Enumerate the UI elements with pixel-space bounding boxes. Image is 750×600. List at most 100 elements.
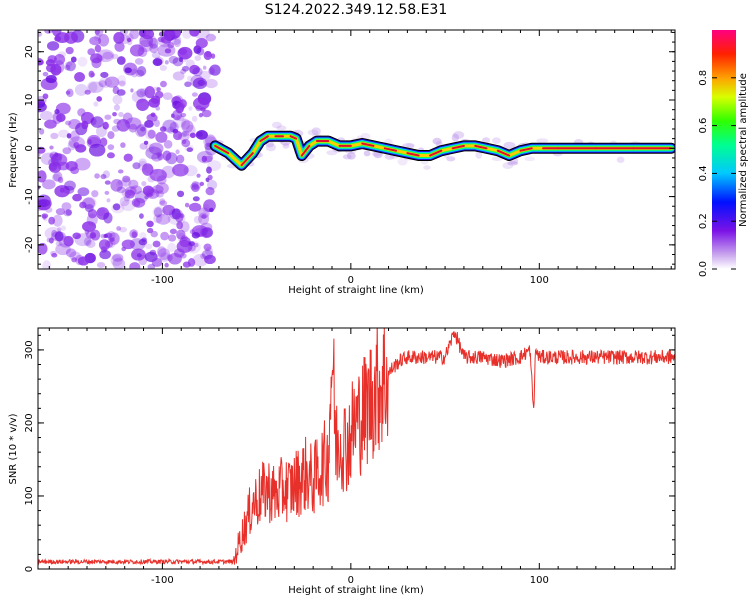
noise-blob bbox=[79, 201, 87, 209]
noise-blob bbox=[193, 242, 199, 248]
noise-blob bbox=[186, 75, 193, 82]
noise-blob bbox=[66, 133, 72, 139]
noise-blob bbox=[99, 137, 108, 147]
noise-blob bbox=[143, 164, 154, 173]
noise-blob bbox=[152, 58, 163, 66]
noise-blob bbox=[112, 253, 124, 262]
halo-blob bbox=[282, 143, 290, 149]
noise-blob bbox=[65, 90, 71, 95]
halo-blob bbox=[271, 121, 282, 129]
noise-blob bbox=[61, 202, 72, 211]
colorbar: 0.0 0.2 0.4 0.6 0.8 Normalized spectral ampl… bbox=[698, 30, 749, 277]
noise-blob bbox=[54, 108, 60, 115]
noise-blob bbox=[70, 166, 79, 175]
noise-blob bbox=[104, 76, 120, 88]
noise-blob bbox=[100, 173, 107, 180]
noise-blob bbox=[116, 226, 122, 231]
noise-blob bbox=[71, 257, 78, 263]
noise-blob bbox=[155, 213, 171, 225]
noise-blob bbox=[156, 151, 162, 157]
noise-blob bbox=[104, 114, 112, 120]
snr-xlabel: Height of straight line (km) bbox=[288, 585, 424, 596]
noise-blob bbox=[180, 118, 191, 130]
noise-blob bbox=[181, 65, 190, 72]
noise-blob bbox=[129, 262, 141, 269]
noise-blob bbox=[65, 61, 76, 72]
spectrogram-ytick-label: 20 bbox=[24, 45, 35, 58]
noise-blob bbox=[55, 241, 63, 247]
noise-blob bbox=[125, 117, 142, 130]
noise-blob bbox=[94, 30, 100, 35]
halo-blob bbox=[360, 132, 371, 140]
snr-line bbox=[38, 328, 675, 566]
noise-blob bbox=[112, 94, 123, 105]
noise-blob bbox=[159, 64, 168, 71]
noise-blob bbox=[128, 123, 138, 133]
spectrogram-ylabel: Frequency (Hz) bbox=[8, 112, 19, 188]
noise-blob bbox=[42, 179, 56, 190]
ridge-segment bbox=[406, 152, 420, 157]
spectrogram-xtick-label: -100 bbox=[151, 275, 174, 286]
noise-blob bbox=[141, 181, 147, 187]
noise-blob bbox=[166, 35, 173, 42]
noise-blob bbox=[63, 209, 72, 217]
noise-blob bbox=[132, 162, 141, 170]
noise-blob bbox=[65, 61, 73, 67]
spectrogram-frame bbox=[37, 29, 676, 270]
noise-blob bbox=[87, 81, 98, 94]
noise-blob bbox=[136, 98, 150, 111]
halo-blob bbox=[452, 131, 465, 139]
noise-blob bbox=[182, 30, 192, 40]
halo-blob bbox=[507, 161, 519, 166]
noise-blob bbox=[153, 119, 160, 128]
noise-blob bbox=[42, 214, 47, 220]
noise-blob bbox=[119, 226, 128, 233]
noise-blob bbox=[94, 44, 102, 53]
snr-ytick-label: 0 bbox=[24, 566, 35, 572]
noise-blob bbox=[67, 140, 76, 151]
noise-blob bbox=[38, 170, 47, 183]
noise-blob bbox=[155, 182, 169, 195]
noise-blob bbox=[65, 46, 74, 55]
ridge-segment bbox=[259, 135, 269, 143]
noise-blob bbox=[159, 200, 168, 207]
halo-blob bbox=[346, 151, 356, 160]
spectrogram-ytick-label: 10 bbox=[24, 94, 35, 107]
noise-blob bbox=[140, 30, 152, 37]
noise-blob bbox=[93, 101, 99, 107]
noise-blob bbox=[118, 80, 126, 87]
noise-blob bbox=[148, 142, 164, 155]
noise-blob bbox=[173, 38, 181, 48]
noise-blob bbox=[143, 140, 149, 145]
noise-blob bbox=[72, 232, 81, 240]
halo-blob bbox=[371, 151, 383, 157]
noise-blob bbox=[139, 232, 147, 239]
noise-blob bbox=[130, 251, 141, 261]
halo-blob bbox=[503, 141, 516, 150]
halo-blob bbox=[265, 143, 276, 152]
noise-blob bbox=[96, 262, 106, 269]
noise-blob bbox=[172, 71, 185, 81]
noise-blob bbox=[175, 213, 184, 223]
noise-blob bbox=[60, 225, 66, 231]
noise-blob bbox=[91, 57, 102, 69]
noise-blob bbox=[74, 83, 88, 96]
halo-blob bbox=[536, 138, 549, 144]
noise-blob bbox=[39, 128, 45, 135]
noise-blob bbox=[189, 30, 200, 37]
noise-blob bbox=[116, 119, 131, 132]
noise-blob bbox=[205, 33, 217, 42]
noise-blob bbox=[46, 41, 60, 51]
noise-blob bbox=[77, 256, 90, 266]
noise-blob bbox=[145, 146, 163, 160]
noise-blob bbox=[204, 78, 218, 89]
noise-blob bbox=[77, 108, 86, 117]
noise-blob bbox=[167, 126, 175, 134]
ridge-segment bbox=[496, 149, 511, 157]
snr-ytick-label: 300 bbox=[24, 340, 35, 359]
noise-blob bbox=[157, 248, 171, 261]
noise-blob bbox=[120, 199, 136, 212]
noise-blob bbox=[138, 158, 147, 167]
noise-blob bbox=[87, 208, 97, 219]
